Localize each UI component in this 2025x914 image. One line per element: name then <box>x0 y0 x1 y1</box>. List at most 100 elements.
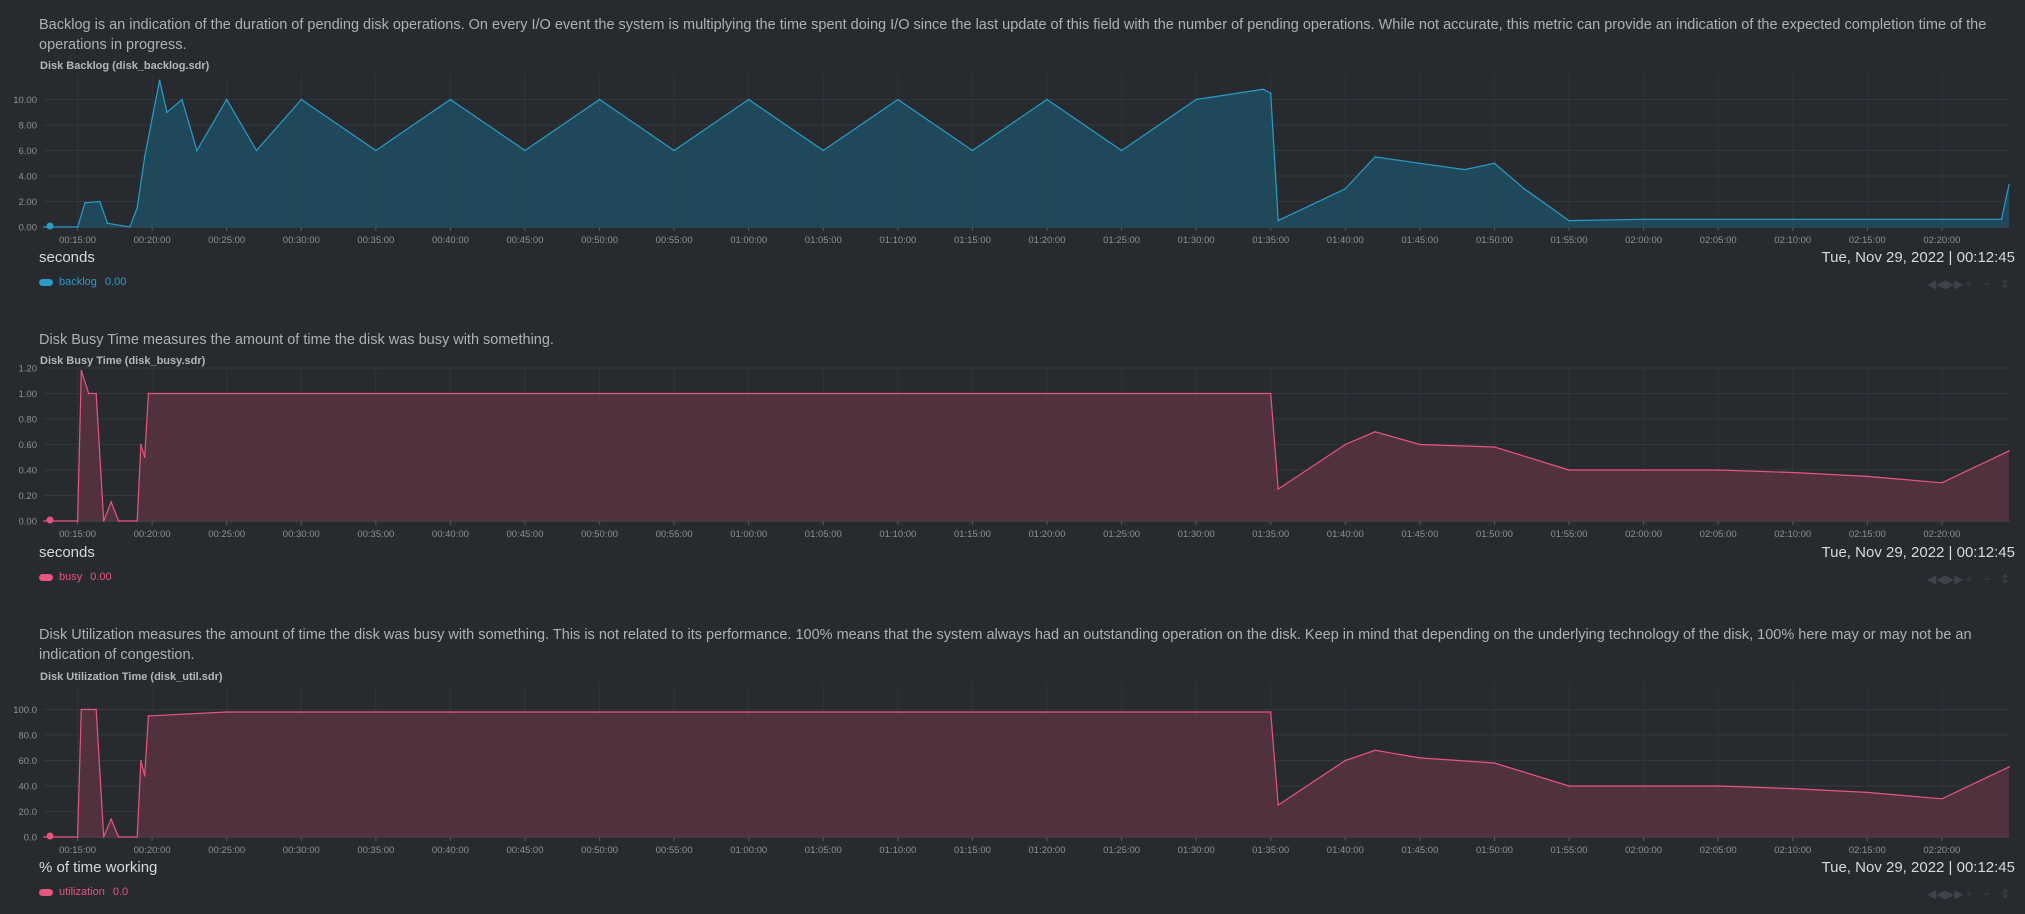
data-point <box>2008 450 2010 452</box>
x-tick-label: 01:00:00 <box>730 845 767 856</box>
x-tick-label: 00:25:00 <box>208 235 245 246</box>
x-tick-label: 01:10:00 <box>879 529 916 540</box>
y-tick-label: 100.0 <box>13 705 37 716</box>
legend-label: utilization <box>59 886 105 898</box>
zoom-in-icon[interactable]: + <box>1965 277 1973 291</box>
x-tick-label: 02:05:00 <box>1700 529 1737 540</box>
timestamp: Tue, Nov 29, 2022 | 00:12:45 <box>1821 544 2015 561</box>
data-point <box>106 222 109 224</box>
chart-description: Disk Utilization measures the amount of … <box>39 627 1972 663</box>
legend-item-backlog[interactable]: backlog 0.00 <box>39 276 126 288</box>
y-tick-label: 0.00 <box>19 223 38 234</box>
data-point <box>1120 149 1123 152</box>
data-point <box>143 456 146 459</box>
data-point <box>158 79 161 82</box>
legend-value: 0.00 <box>90 571 112 583</box>
x-tick-label: 01:15:00 <box>954 845 991 856</box>
data-point <box>1344 443 1347 446</box>
x-tick-label: 00:20:00 <box>134 529 171 540</box>
cursor-dot <box>46 222 54 230</box>
zoom-out-icon[interactable]: − <box>1983 572 1991 586</box>
pan-left-icon[interactable]: ◀◀ <box>1927 572 1946 586</box>
data-point <box>1195 98 1197 101</box>
x-tick-label: 01:30:00 <box>1178 235 1215 246</box>
data-point <box>1046 392 1048 395</box>
x-tick-label: 02:00:00 <box>1625 845 1662 856</box>
data-point <box>1941 218 1943 221</box>
x-tick-label: 01:40:00 <box>1327 235 1364 246</box>
data-point <box>43 226 45 228</box>
data-point <box>1493 162 1496 165</box>
utilization-chart[interactable]: 0.0 20.0 40.0 60.0 80.0 100.0 00:15:00 00:20:00… <box>0 684 2025 858</box>
x-tick-label: 00:30:00 <box>283 529 320 540</box>
data-point <box>136 207 139 209</box>
x-tick-label: 01:50:00 <box>1476 235 1513 246</box>
x-tick-label: 00:55:00 <box>656 845 693 856</box>
pan-left-icon[interactable]: ◀◀ <box>1927 887 1946 901</box>
data-point <box>102 520 105 522</box>
resize-icon[interactable]: ⇕ <box>1999 887 2011 901</box>
x-tick-label: 00:30:00 <box>283 235 320 246</box>
legend-value: 0.00 <box>104 276 127 288</box>
x-tick-label: 01:55:00 <box>1551 235 1588 246</box>
x-tick-label: 00:35:00 <box>357 845 394 856</box>
zoom-in-icon[interactable]: + <box>1965 572 1973 586</box>
pan-right-icon[interactable]: ▶▶ <box>1945 887 1964 901</box>
y-tick-label: 10.00 <box>13 95 37 106</box>
data-point <box>822 149 825 152</box>
backlog-chart[interactable]: 0.00 2.00 4.00 6.00 8.00 10.00 00:15:00 00:20:0… <box>0 74 2025 248</box>
data-point <box>524 149 526 152</box>
x-tick-label: 01:05:00 <box>805 235 842 246</box>
data-point <box>80 369 83 372</box>
data-point <box>140 443 142 446</box>
legend-value: 0.0 <box>112 886 129 898</box>
zoom-in-icon[interactable]: + <box>1965 887 1973 901</box>
pan-left-icon[interactable]: ◀◀ <box>1927 277 1946 291</box>
data-point <box>449 392 452 395</box>
data-point <box>110 818 112 820</box>
x-tick-label: 00:50:00 <box>581 529 618 540</box>
data-point <box>1717 785 1719 787</box>
y-tick-label: 1.20 <box>19 364 38 375</box>
x-tick-label: 01:40:00 <box>1327 529 1364 540</box>
units-label: % of time working <box>39 859 158 876</box>
x-tick-label: 02:15:00 <box>1849 845 1886 856</box>
data-point <box>1941 481 1943 484</box>
chart-title: Disk Utilization Time (disk_util.sdr) <box>40 671 223 683</box>
data-point <box>1866 791 1869 794</box>
zoom-out-icon[interactable]: − <box>1983 887 1991 901</box>
data-point <box>151 117 153 120</box>
zoom-out-icon[interactable]: − <box>1983 277 1991 291</box>
series-area <box>44 709 2009 837</box>
x-tick-label: 00:40:00 <box>432 235 469 246</box>
y-tick-label: 4.00 <box>19 172 38 183</box>
data-point <box>143 775 146 777</box>
data-point <box>375 149 377 152</box>
cursor-dot <box>46 516 54 524</box>
x-tick-label: 02:00:00 <box>1625 235 1662 246</box>
legend-swatch <box>39 278 53 286</box>
data-point <box>225 711 228 713</box>
pan-right-icon[interactable]: ▶▶ <box>1945 572 1964 586</box>
legend-label: backlog <box>59 276 97 288</box>
legend-item-busy[interactable]: busy 0.00 <box>39 571 112 583</box>
x-tick-label: 00:45:00 <box>507 235 544 246</box>
data-point <box>128 226 131 228</box>
data-point <box>1791 471 1794 474</box>
data-point <box>1269 92 1272 94</box>
data-point <box>897 98 899 101</box>
timestamp: Tue, Nov 29, 2022 | 00:12:45 <box>1821 859 2015 876</box>
y-tick-label: 8.00 <box>19 121 38 132</box>
x-tick-label: 01:15:00 <box>954 529 991 540</box>
legend-label: busy <box>59 571 83 583</box>
resize-icon[interactable]: ⇕ <box>1999 277 2011 291</box>
resize-icon[interactable]: ⇕ <box>1999 572 2011 586</box>
y-tick-label: 0.40 <box>19 466 38 477</box>
data-point <box>300 711 303 713</box>
data-point <box>2008 184 2010 186</box>
data-point <box>971 149 974 152</box>
busy-chart[interactable]: 0.00 0.20 0.40 0.60 0.80 1.00 1.20 00:15:00 00:2… <box>0 364 2025 542</box>
legend-item-utilization[interactable]: utilization 0.0 <box>39 886 128 898</box>
pan-right-icon[interactable]: ▶▶ <box>1945 277 1964 291</box>
x-tick-label: 01:50:00 <box>1476 845 1513 856</box>
